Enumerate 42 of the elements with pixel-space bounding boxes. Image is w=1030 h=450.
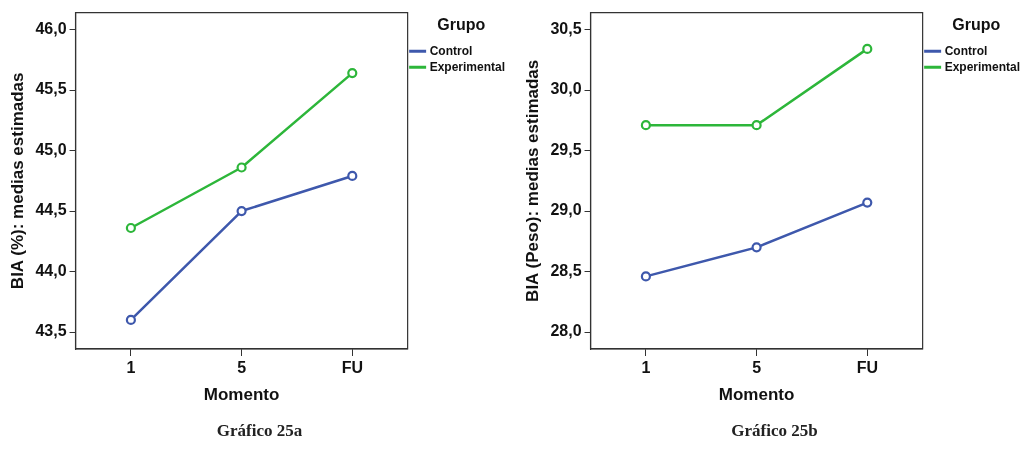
point: [236, 205, 247, 217]
legend-title: Grupo: [437, 16, 486, 34]
y-tick-label: 29,5: [550, 140, 582, 158]
x-tick-label: FU: [856, 359, 878, 377]
x-tick-label: 1: [641, 359, 651, 377]
y-tick-label: 44,5: [35, 201, 67, 219]
point: [236, 162, 247, 173]
x-tick-label: FU: [341, 359, 363, 377]
point: [862, 43, 873, 54]
point: [751, 120, 762, 131]
legend-label: Control: [429, 43, 473, 58]
point: [347, 68, 358, 79]
point: [640, 120, 651, 131]
y-tick-label: 30,0: [550, 80, 582, 98]
y-tick-label: 30,5: [550, 19, 582, 37]
legend-label: Control: [944, 43, 988, 58]
y-tick-label: 28,0: [550, 322, 582, 340]
legend-label: Experimental: [944, 59, 1021, 74]
y-tick-label: 29,0: [550, 201, 582, 219]
y-axis-title: BIA (Peso): medias estimadas: [522, 59, 542, 302]
point: [347, 170, 358, 182]
x-tick-label: 5: [752, 359, 762, 377]
point: [640, 271, 651, 282]
y-tick-label: 46,0: [35, 19, 67, 37]
point: [125, 314, 136, 326]
x-tick-label: 1: [126, 359, 136, 377]
point: [862, 197, 873, 208]
legend-title: Grupo: [952, 16, 1001, 34]
y-tick-label: 28,5: [550, 261, 582, 279]
text: Gráfico 25b: [731, 421, 818, 441]
y-axis-title: BIA (%): medias estimadas: [7, 72, 27, 290]
y-tick-label: 43,5: [35, 322, 67, 340]
text: Gráfico 25a: [216, 421, 303, 441]
y-tick-label: 44,0: [35, 261, 67, 279]
legend-label: Experimental: [429, 59, 506, 74]
x-axis-title: Momento: [203, 385, 280, 405]
x-tick-label: 5: [237, 359, 247, 377]
y-tick-label: 45,5: [35, 80, 67, 98]
y-tick-label: 45,0: [35, 140, 67, 158]
point: [125, 222, 136, 234]
point: [751, 242, 762, 253]
x-axis-title: Momento: [718, 385, 795, 405]
